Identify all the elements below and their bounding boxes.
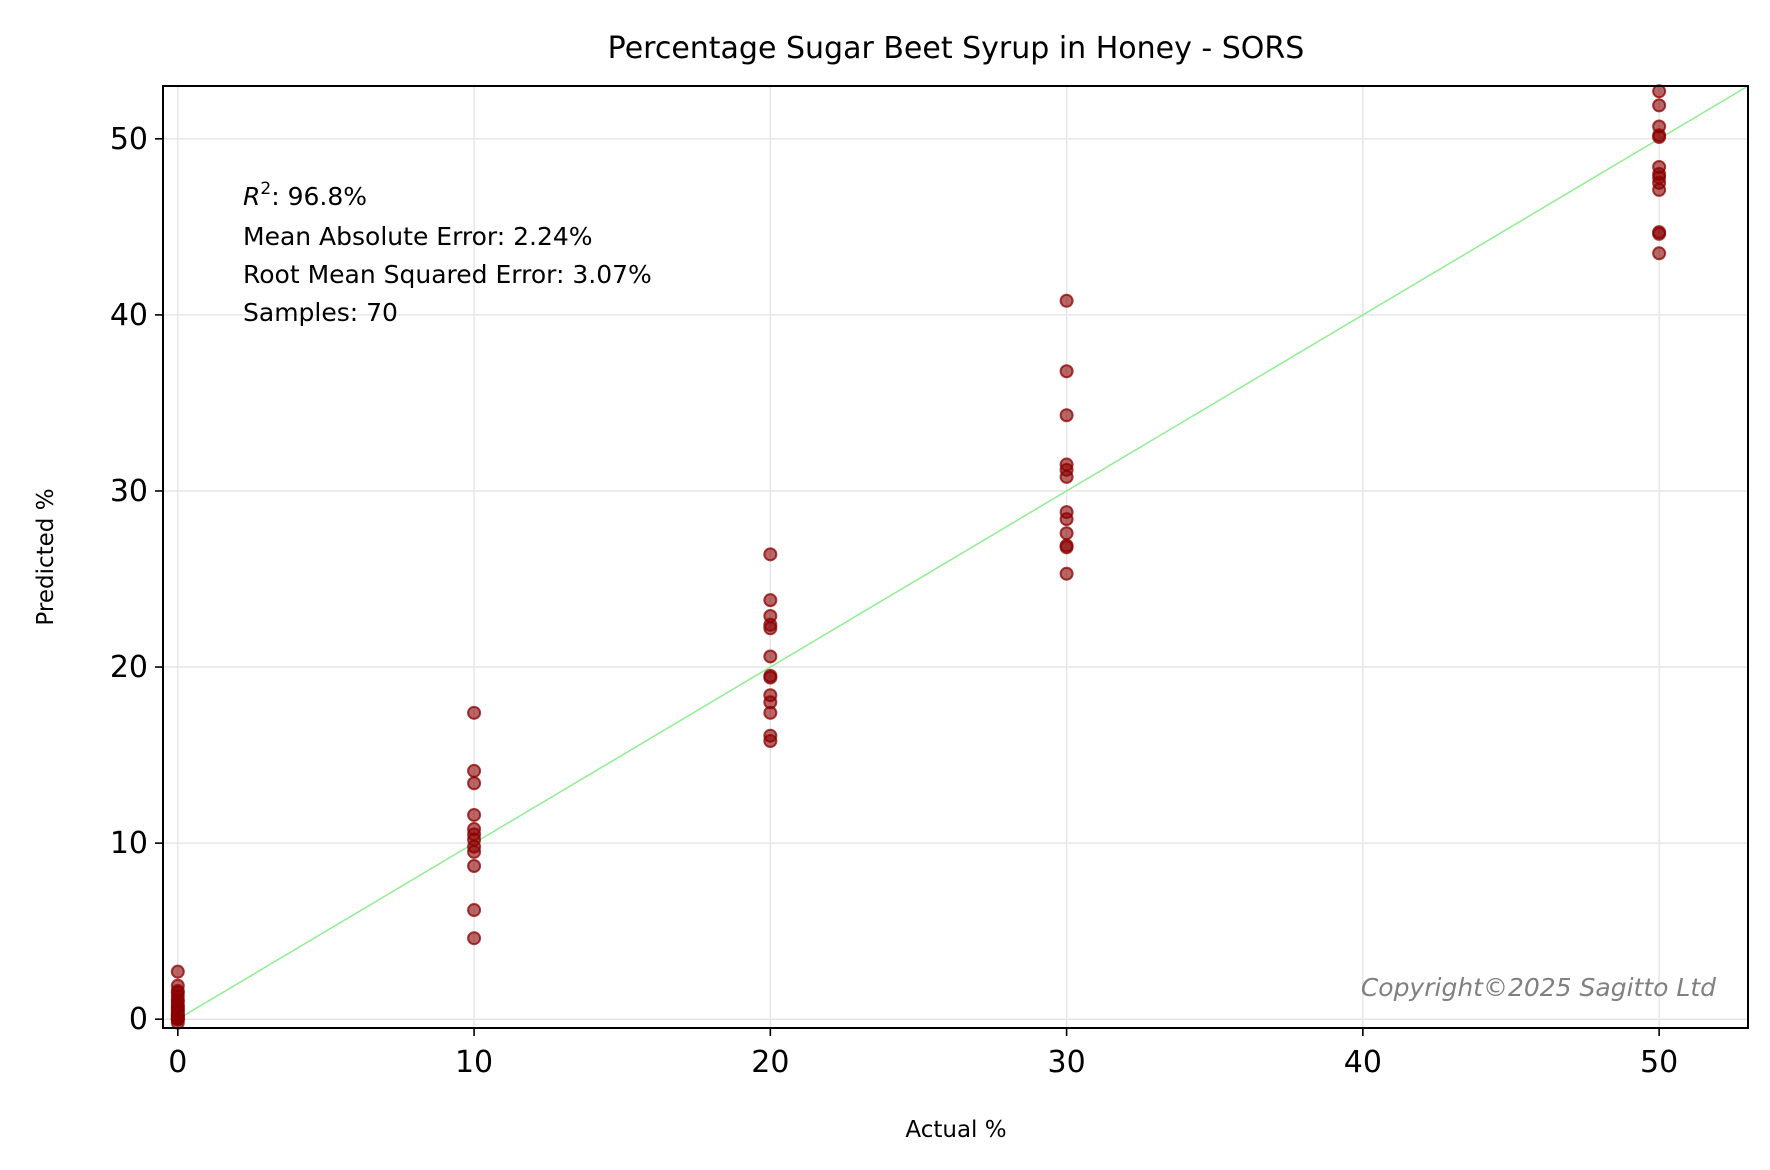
data-point bbox=[1059, 540, 1074, 555]
data-point bbox=[1059, 469, 1074, 484]
data-point bbox=[1059, 408, 1074, 423]
data-point bbox=[1059, 566, 1074, 581]
data-point bbox=[1652, 84, 1667, 99]
data-point bbox=[1059, 293, 1074, 308]
samples-text: Samples: 70 bbox=[243, 298, 398, 327]
axis-ticks: 0 10 20 30 40 50 0 10 20 30 40 50 bbox=[110, 122, 1678, 1080]
y-tick-label: 10 bbox=[110, 826, 148, 861]
copyright-text: Copyright©2025 Sagitto Ltd bbox=[1361, 973, 1716, 1002]
x-tick-label: 30 bbox=[1048, 1045, 1086, 1080]
mean-absolute-error-text: Mean Absolute Error: 2.24% bbox=[243, 222, 593, 251]
data-points bbox=[170, 84, 1667, 1030]
x-tick-label: 10 bbox=[455, 1045, 493, 1080]
y-axis-label: Predicted % bbox=[33, 488, 59, 625]
data-point bbox=[170, 1008, 185, 1023]
y-tick-label: 0 bbox=[129, 1002, 148, 1037]
r-squared-text: R2: 96.8% bbox=[243, 179, 367, 211]
data-point bbox=[763, 547, 778, 562]
data-point bbox=[1059, 512, 1074, 527]
data-point bbox=[170, 985, 185, 1000]
y-tick-label: 30 bbox=[110, 474, 148, 509]
data-point bbox=[1652, 98, 1667, 113]
data-point bbox=[467, 859, 482, 874]
data-point bbox=[467, 844, 482, 859]
chart-title: Percentage Sugar Beet Syrup in Honey - S… bbox=[608, 31, 1305, 66]
data-point bbox=[170, 964, 185, 979]
data-point bbox=[1652, 182, 1667, 197]
data-point bbox=[467, 705, 482, 720]
data-point bbox=[763, 621, 778, 636]
data-point bbox=[467, 807, 482, 822]
data-point bbox=[1652, 226, 1667, 241]
x-tick-label: 20 bbox=[751, 1045, 789, 1080]
y-tick-label: 20 bbox=[110, 650, 148, 685]
data-point bbox=[1059, 364, 1074, 379]
x-axis-label: Actual % bbox=[905, 1117, 1006, 1143]
x-tick-label: 0 bbox=[168, 1045, 187, 1080]
data-point bbox=[763, 649, 778, 664]
data-point bbox=[467, 763, 482, 778]
data-point bbox=[1652, 130, 1667, 145]
data-point bbox=[1059, 526, 1074, 541]
x-tick-label: 50 bbox=[1640, 1045, 1678, 1080]
plot-area-frame bbox=[162, 85, 1749, 1029]
data-point bbox=[1652, 246, 1667, 261]
r-squared-symbol: R bbox=[243, 182, 260, 211]
rmse-text: Root Mean Squared Error: 3.07% bbox=[243, 260, 652, 289]
data-point bbox=[763, 593, 778, 608]
data-point bbox=[763, 733, 778, 748]
y-tick-label: 40 bbox=[110, 298, 148, 333]
reference-line-group bbox=[177, 85, 1749, 1020]
reference-line bbox=[177, 85, 1749, 1020]
data-point bbox=[467, 903, 482, 918]
r-squared-value: : 96.8% bbox=[271, 182, 367, 211]
data-point bbox=[467, 776, 482, 791]
y-tick-label: 50 bbox=[110, 122, 148, 157]
x-tick-label: 40 bbox=[1344, 1045, 1382, 1080]
r-squared-superscript: 2 bbox=[260, 179, 271, 199]
stats-annotation: R2: 96.8% Mean Absolute Error: 2.24% Roo… bbox=[243, 179, 652, 327]
data-point bbox=[763, 705, 778, 720]
data-point bbox=[467, 931, 482, 946]
data-point bbox=[763, 670, 778, 685]
